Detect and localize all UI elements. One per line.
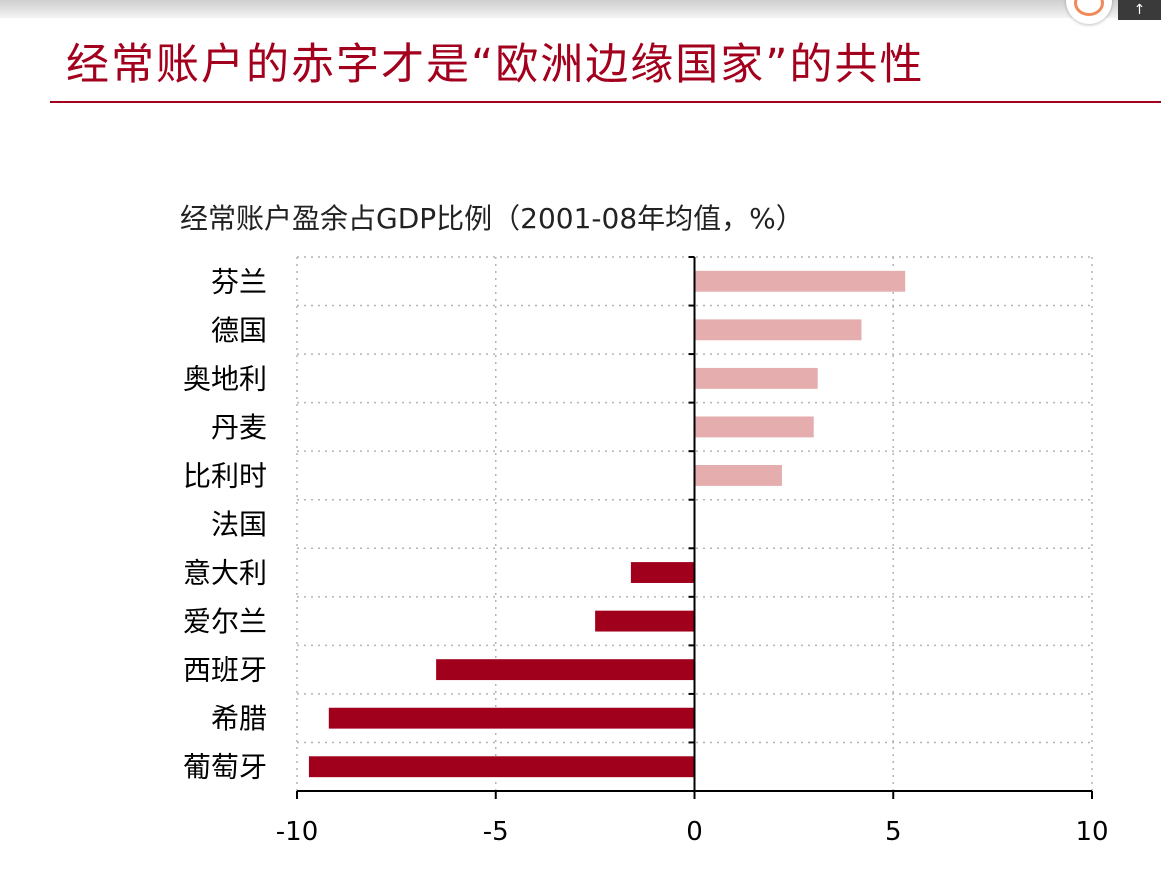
x-tick-label-0: -10	[276, 817, 318, 847]
bar-10	[308, 756, 695, 778]
bar-7	[595, 610, 695, 632]
category-label-4: 比利时	[183, 459, 267, 492]
bar-8	[436, 659, 695, 681]
title-divider	[50, 101, 1161, 103]
x-tick-labels: -10 -5 0 5 10	[276, 817, 1109, 847]
chart-title: 经常账户盈余占GDP比例（2001-08年均值，%）	[180, 202, 804, 235]
x-tick-label-1: -5	[483, 817, 509, 847]
category-label-3: 丹麦	[211, 411, 267, 444]
category-label-1: 德国	[211, 314, 267, 347]
bar-1	[694, 319, 862, 341]
bar-9	[328, 707, 695, 729]
category-label-9: 希腊	[211, 702, 267, 735]
bar-2	[694, 367, 818, 389]
category-label-2: 奥地利	[183, 362, 267, 395]
window-top-bar	[0, 0, 1161, 18]
category-label-5: 法国	[211, 508, 267, 541]
page-title: 经常账户的赤字才是“欧洲边缘国家”的共性	[66, 40, 925, 90]
chart-bars	[308, 270, 906, 778]
bar-6	[630, 562, 695, 583]
category-label-6: 意大利	[183, 557, 267, 590]
category-label-0: 芬兰	[211, 265, 267, 298]
x-tick-label-2: 0	[686, 817, 703, 847]
bar-3	[694, 416, 814, 438]
category-label-10: 葡萄牙	[183, 751, 267, 784]
category-label-8: 西班牙	[183, 654, 267, 687]
chart-axes	[296, 256, 1093, 799]
bar-4	[694, 465, 782, 486]
x-tick-label-4: 10	[1075, 817, 1108, 847]
bar-0	[694, 270, 906, 292]
x-tick-label-3: 5	[885, 817, 902, 847]
scroll-up-icon[interactable]: ↑	[1118, 0, 1161, 20]
category-label-7: 爱尔兰	[183, 605, 267, 638]
